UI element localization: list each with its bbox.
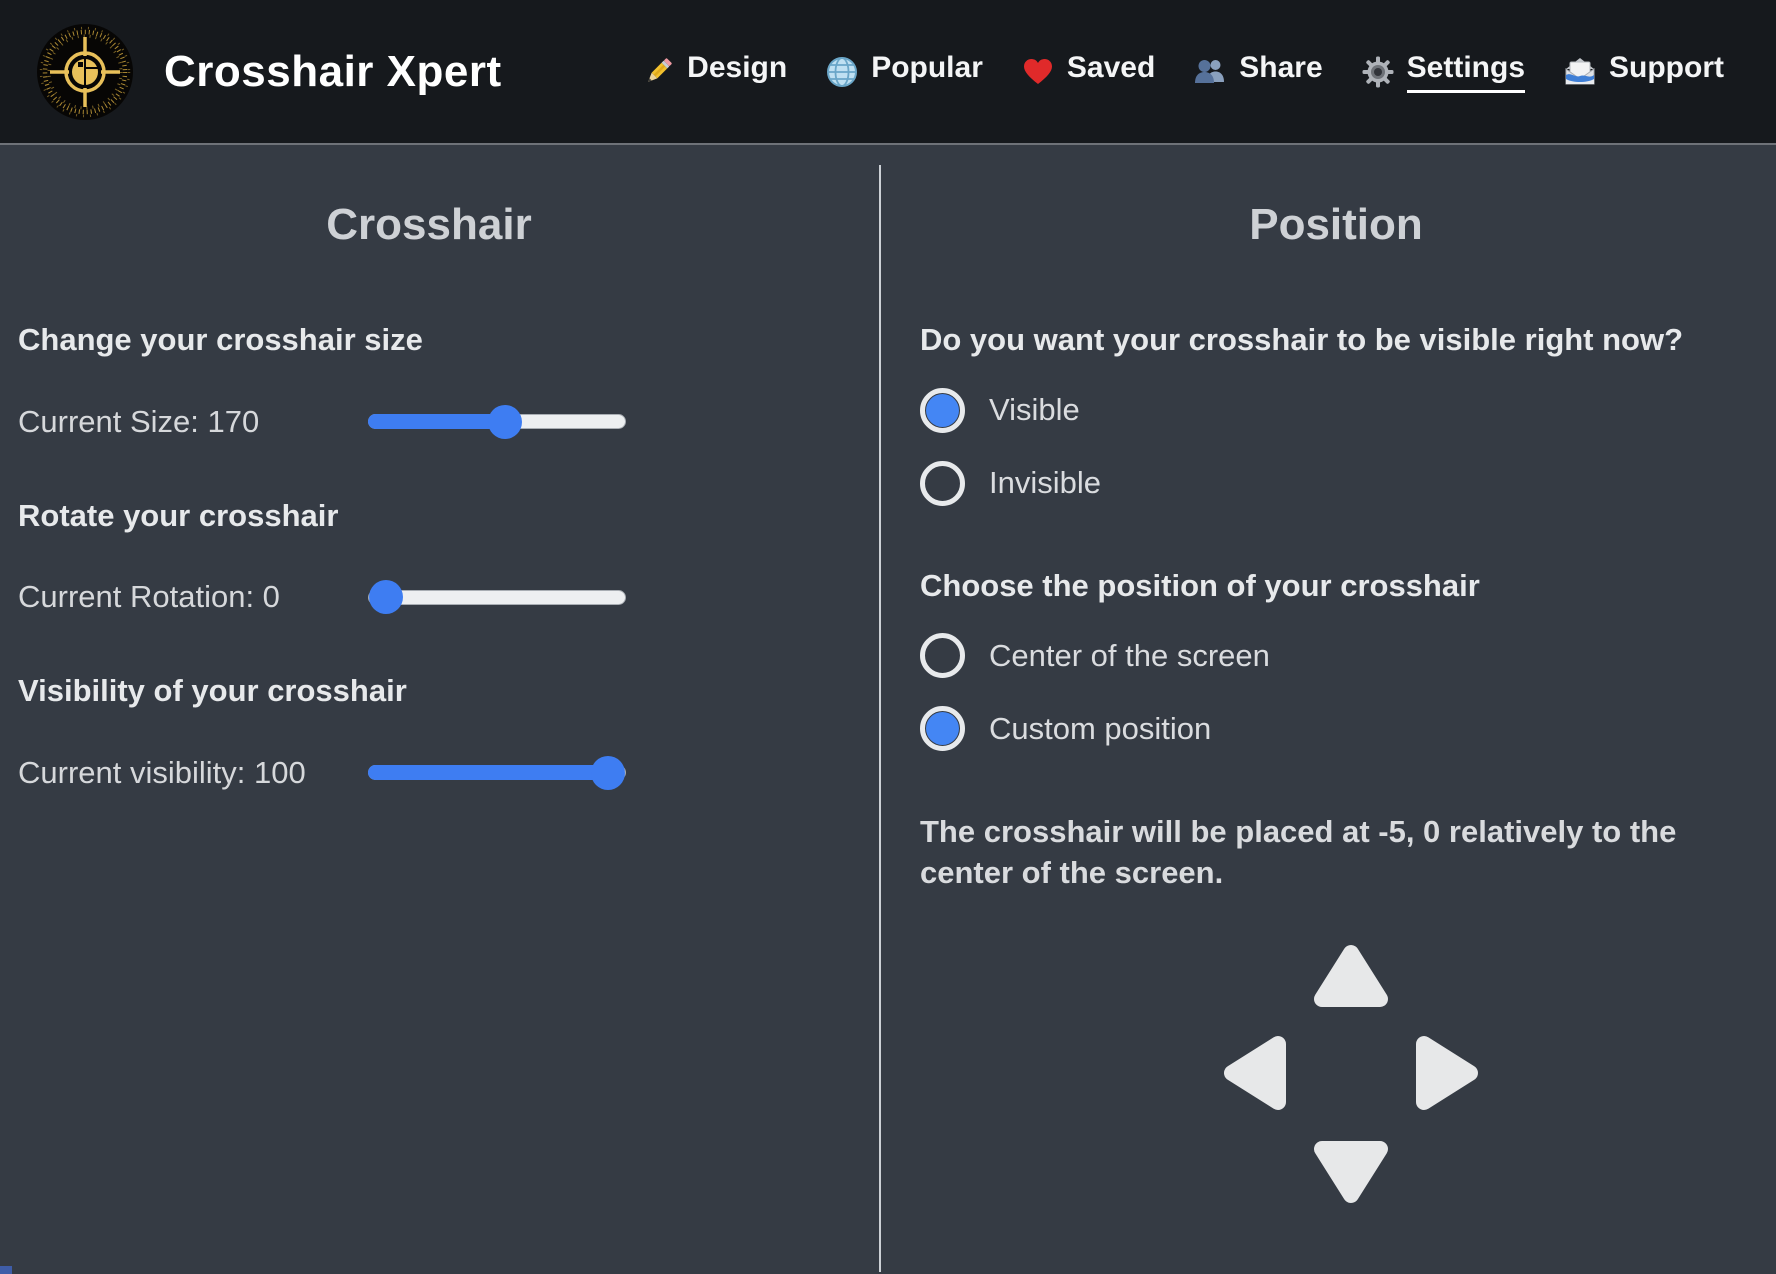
visibility-value-label: Current visibility: 100 (18, 754, 306, 790)
down-arrow-icon (1314, 1141, 1388, 1204)
corner-sliver (0, 1266, 12, 1274)
dpad-left-button[interactable] (1216, 1027, 1295, 1119)
radio-custom-position[interactable]: Custom position (920, 706, 1752, 752)
nav-label-popular: Popular (871, 50, 983, 84)
visibility-question: Do you want your crosshair to be visible… (920, 322, 1684, 357)
radio-visible-label: Visible (989, 392, 1080, 428)
position-radio-group: Center of the screen Custom position (920, 633, 1752, 752)
radio-custom-position-circle (920, 706, 965, 752)
header: Crosshair Xpert Design (0, 0, 1776, 145)
visibility-slider-row: Current visibility: 100 (18, 755, 840, 791)
size-slider[interactable] (368, 404, 626, 439)
position-question: Choose the position of your crosshair (920, 567, 1480, 603)
visibility-slider-thumb[interactable] (591, 755, 625, 790)
visibility-section-heading: Visibility of your crosshair (18, 673, 407, 709)
radio-visible[interactable]: Visible (920, 387, 1752, 433)
dpad-right-button[interactable] (1407, 1027, 1486, 1119)
nav-item-popular[interactable]: Popular (825, 51, 983, 93)
size-slider-fill (368, 414, 504, 430)
app-title: Crosshair Xpert (164, 46, 502, 96)
size-slider-row: Current Size: 170 (18, 404, 840, 440)
nav-item-support[interactable]: Support (1563, 51, 1724, 93)
column-divider (879, 165, 881, 1272)
radio-visible-circle (920, 387, 965, 433)
radio-invisible[interactable]: Invisible (920, 460, 1752, 506)
globe-icon (827, 56, 858, 87)
radio-invisible-circle (920, 460, 965, 506)
app-logo-crosshair-icon (37, 23, 133, 120)
up-arrow-icon (1314, 945, 1388, 1008)
rotation-slider-row: Current Rotation: 0 (18, 579, 840, 615)
dpad-down-button[interactable] (1307, 1131, 1395, 1209)
nav-label-saved: Saved (1066, 50, 1156, 84)
people-icon (1195, 59, 1225, 83)
visibility-radio-group: Visible Invisible (920, 387, 1752, 506)
rotation-section-heading: Rotate your crosshair (18, 497, 339, 533)
nav-item-design[interactable]: Design (641, 51, 787, 93)
left-arrow-icon (1224, 1036, 1286, 1111)
main-nav: Design Popular Saved (641, 51, 1776, 93)
nav-label-settings: Settings (1406, 51, 1526, 93)
rotation-slider[interactable] (368, 580, 626, 615)
nav-item-share[interactable]: Share (1193, 50, 1323, 93)
nav-label-share: Share (1239, 50, 1323, 84)
position-panel-title: Position (1249, 200, 1423, 249)
right-arrow-icon (1416, 1036, 1478, 1111)
position-panel: Position Do you want your crosshair to b… (880, 145, 1776, 1272)
nav-label-design: Design (687, 50, 788, 84)
nav-label-support: Support (1609, 50, 1724, 84)
visibility-slider-fill (368, 765, 624, 781)
main-content: Crosshair Change your crosshair size Cur… (0, 145, 1776, 1272)
crosshair-panel-title: Crosshair (326, 200, 532, 249)
size-value-label: Current Size: 170 (18, 403, 260, 439)
rotation-value-label: Current Rotation: 0 (18, 579, 280, 615)
nav-item-settings[interactable]: Settings (1361, 51, 1526, 93)
size-section-heading: Change your crosshair size (18, 322, 423, 357)
radio-center-screen[interactable]: Center of the screen (920, 633, 1752, 679)
radio-center-screen-label: Center of the screen (989, 637, 1270, 673)
envelope-icon (1565, 57, 1595, 84)
dpad-wrapper (935, 939, 1767, 1209)
size-slider-thumb[interactable] (487, 404, 522, 439)
dpad-up-button[interactable] (1307, 939, 1395, 1015)
heart-icon (1023, 58, 1052, 84)
nav-item-saved[interactable]: Saved (1021, 51, 1155, 93)
radio-invisible-label: Invisible (989, 465, 1101, 501)
radio-center-screen-circle (920, 633, 965, 679)
dpad (1216, 939, 1486, 1209)
crosshair-panel: Crosshair Change your crosshair size Cur… (0, 145, 880, 1272)
rotation-slider-thumb[interactable] (369, 580, 403, 615)
radio-custom-position-label: Custom position (989, 710, 1212, 746)
pencil-icon (648, 57, 672, 82)
visibility-slider[interactable] (368, 755, 626, 790)
gear-icon (1362, 56, 1394, 87)
placement-note: The crosshair will be placed at -5, 0 re… (920, 814, 1677, 891)
